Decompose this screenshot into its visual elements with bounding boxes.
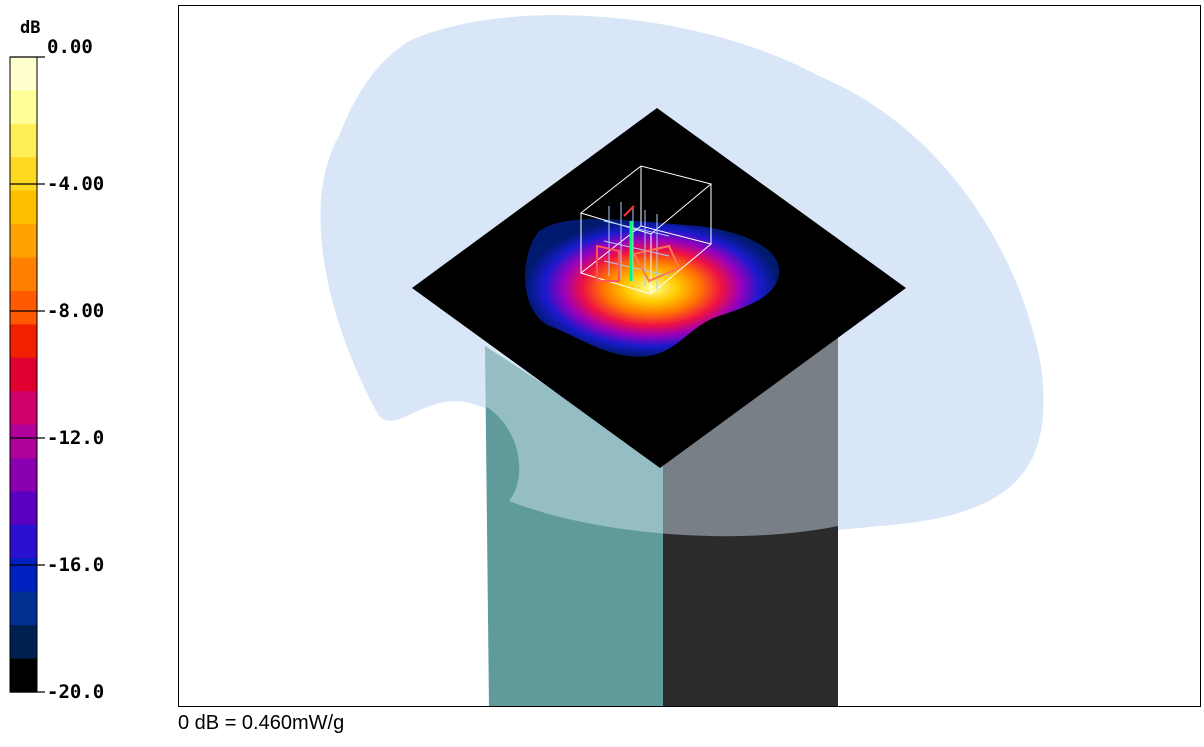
color-scale-legend: dB 0.00 -4.00 -8.00 -12.0 -16.0 -20.0 [9,18,104,703]
cloud-over-column [485,336,838,537]
colorbar-band [10,190,37,225]
colorbar-band [10,558,37,593]
colorbar-tick-label: 0.00 [47,36,93,58]
colorbar-band [10,224,37,259]
reference-level-label: 0 dB = 0.460mW/g [178,712,345,734]
colorbar-tick-label: -16.0 [47,554,104,576]
probe-structure [596,205,681,283]
colorbar-band [10,357,37,392]
sar-3d-view [178,5,1201,707]
colorbar-band [10,90,37,125]
colorbar-tick-label: -12.0 [47,427,104,449]
colorbar-band [10,524,37,559]
colorbar-band [10,424,37,459]
colorbar-band [10,591,37,626]
colorbar-tick-label: -20.0 [47,681,104,703]
colorbar-band [10,324,37,359]
colorbar-ticks: 0.00 -4.00 -8.00 -12.0 -16.0 -20.0 [10,36,104,703]
colorbar-band [10,658,37,693]
column-right-face [663,336,838,706]
colorbar-band [10,57,37,92]
colorbar-band [10,625,37,660]
sar-hotspot [525,219,779,357]
colorbar-band [10,290,37,325]
colorbar-tick-label: -8.00 [47,300,104,322]
colorbar-band [10,257,37,292]
colorbar-band [10,123,37,158]
colorbar-bands [9,56,38,693]
colorbar-tick-label: -4.00 [47,173,104,195]
colorbar-unit-label: dB [20,18,40,38]
colorbar-band [10,458,37,493]
colorbar-band [10,491,37,526]
probe-wireframe [579,165,713,295]
colorbar-band [10,391,37,426]
colorbar-band [10,157,37,192]
